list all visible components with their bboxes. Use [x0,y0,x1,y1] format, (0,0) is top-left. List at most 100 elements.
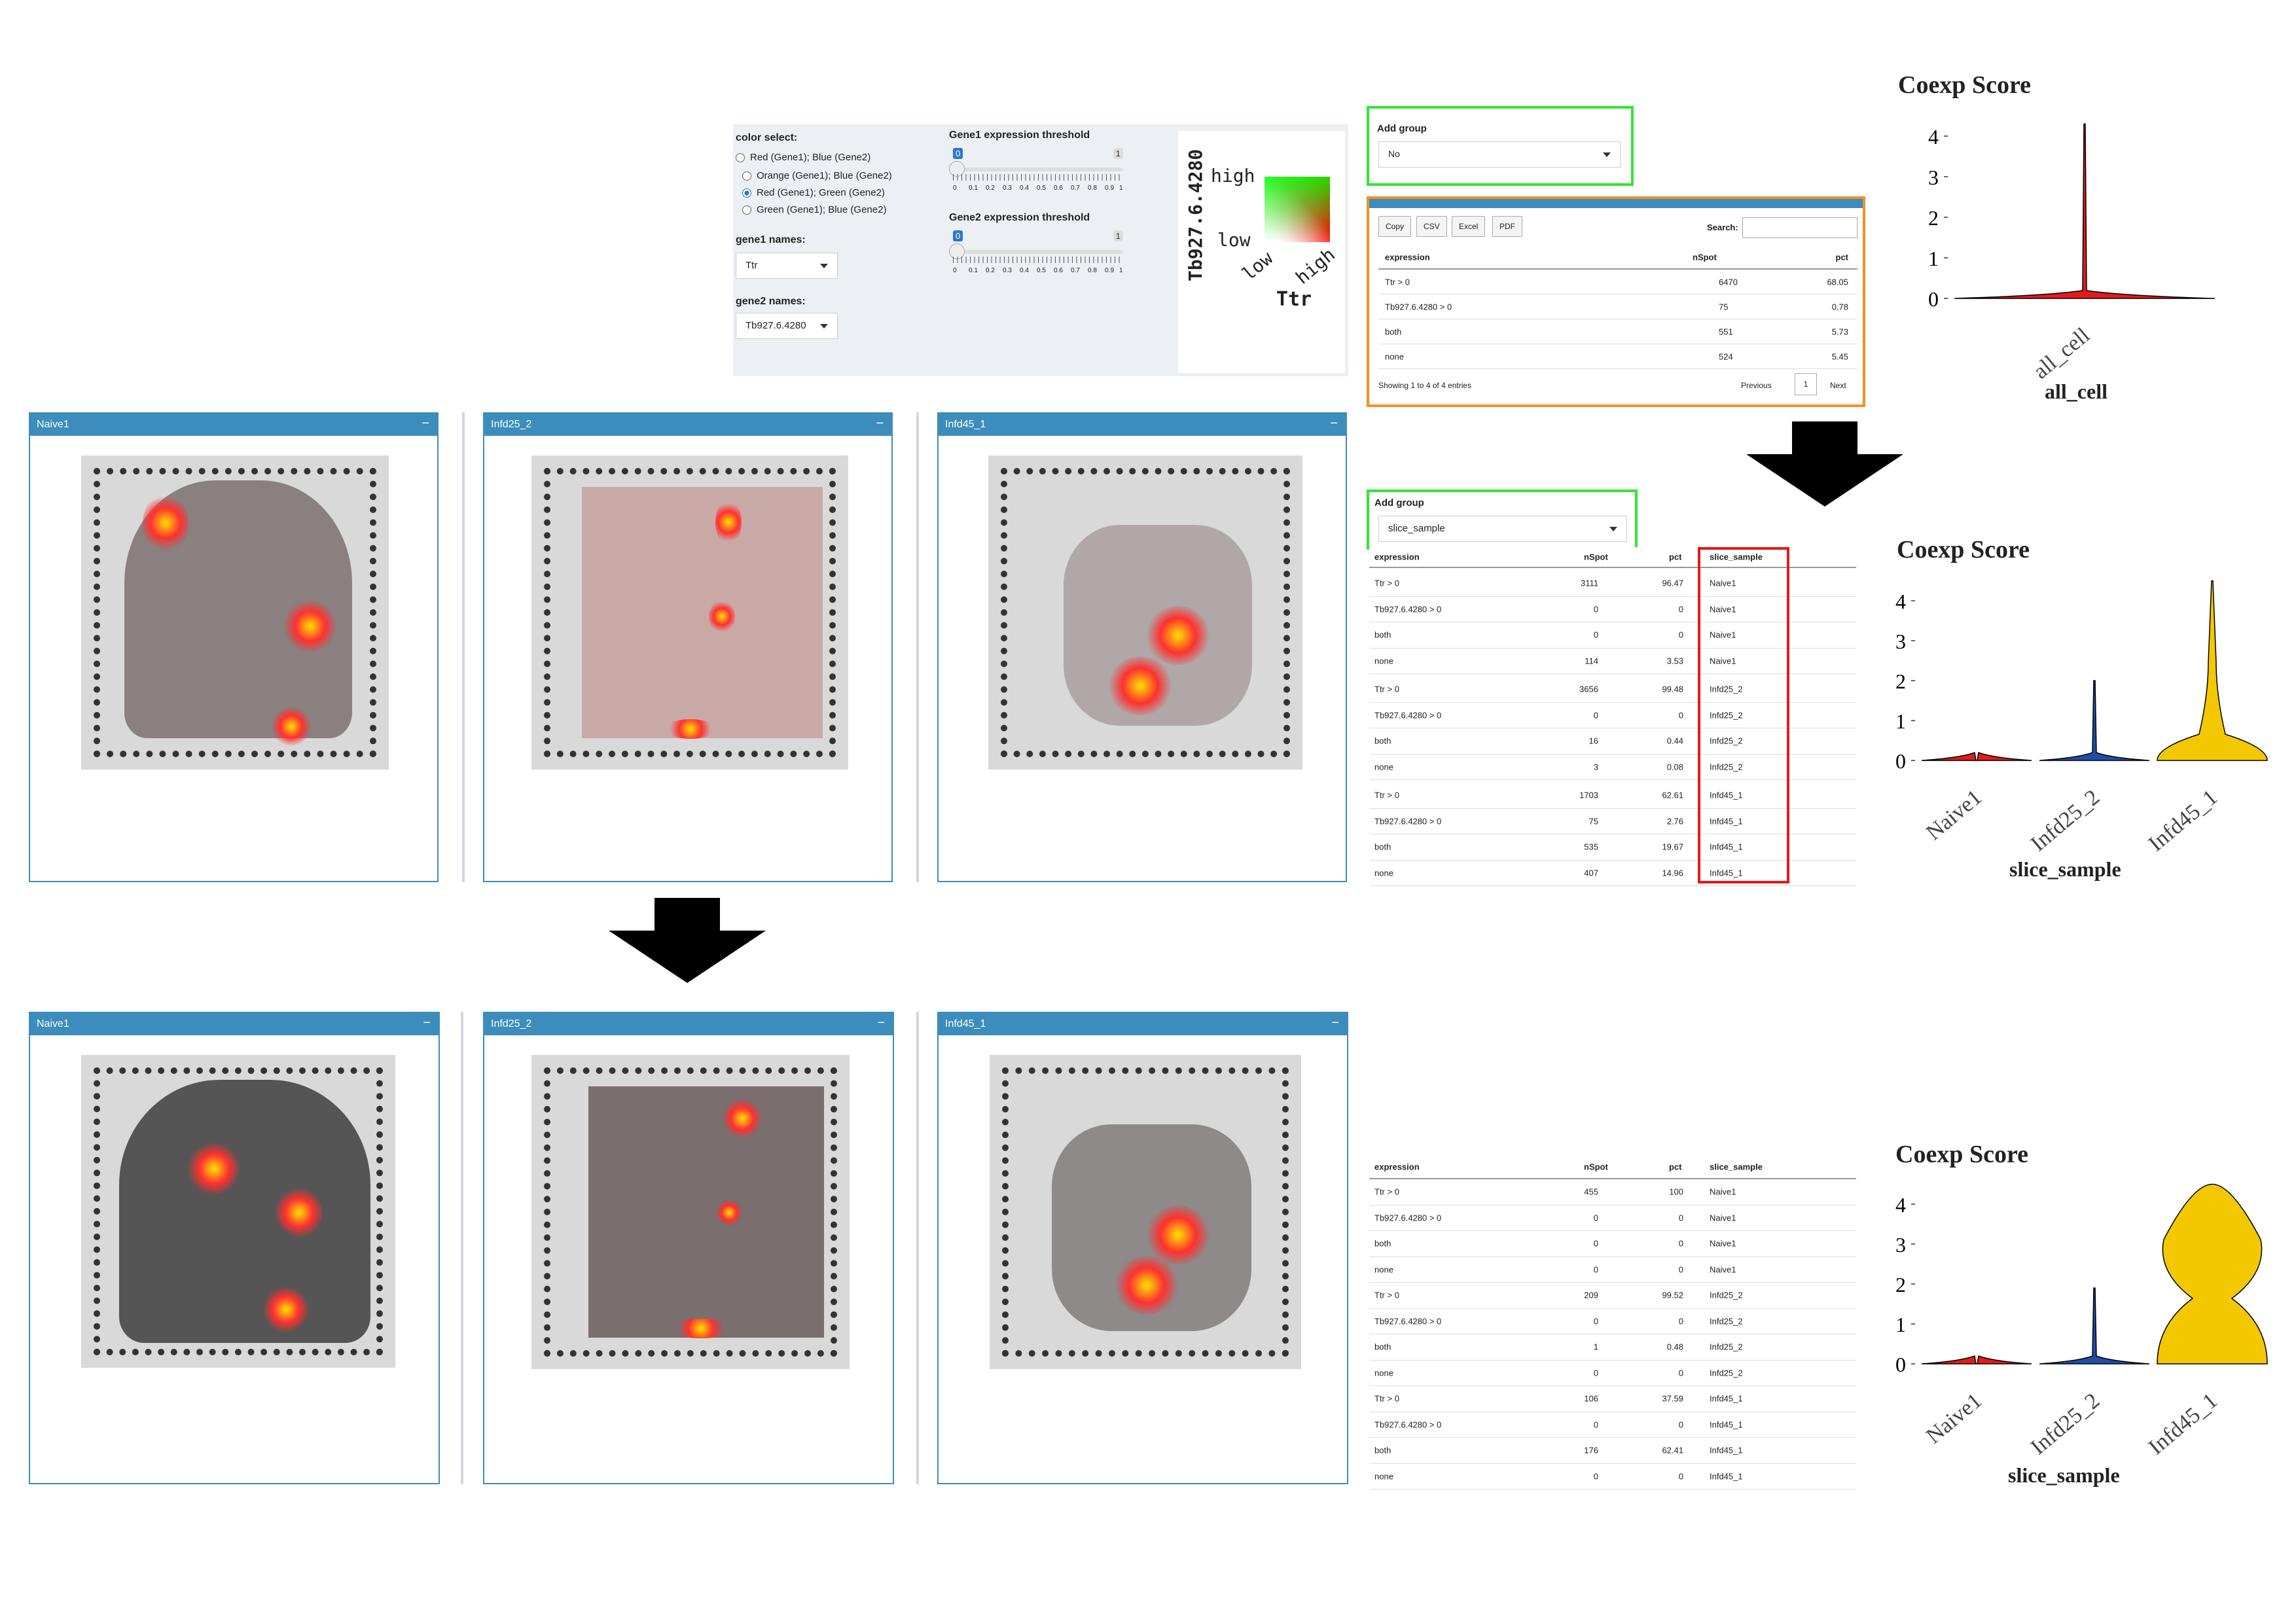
table-cell: none [1374,1368,1393,1378]
next-button[interactable]: Next [1830,381,1846,390]
color-option-3[interactable]: Green (Gene1); Blue (Gene2) [742,204,886,215]
table-cell: 106 [1584,1393,1598,1404]
slider-track[interactable] [953,168,1123,171]
slider-min-badge: 0 [953,148,963,159]
table-cell: Infd45_1 [1710,1393,1743,1404]
table-row: Ttr > 0 3656 99.48 Infd25_2 [1369,677,1856,703]
table-cell: 0 [1593,1238,1598,1249]
table-cell: 0 [1678,1213,1683,1223]
table-cell: Ttr > 0 [1374,578,1399,588]
csv-button[interactable]: CSV [1416,216,1447,237]
table-cell: 0 [1593,1419,1598,1430]
table-cell: 0 [1678,604,1683,615]
table-cell: 2.76 [1666,816,1683,827]
gene2-select[interactable]: Tb927.6.4280 [736,313,838,339]
table-cell: Tb927.6.4280 > 0 [1374,1213,1442,1223]
color-option-1[interactable]: Orange (Gene1); Blue (Gene2) [742,170,892,181]
table-row: Ttr > 0 209 99.52 Infd25_2 [1369,1283,1856,1309]
tick-label: 0.7 [1071,267,1080,274]
table-cell: Naive1 [1710,630,1736,640]
table-cell: Ttr > 0 [1374,1290,1399,1300]
table-row: none 0 0 Infd45_1 [1369,1464,1856,1489]
tick-label: 0.3 [1003,185,1012,192]
x-tick-label: Infd25_2 [2026,785,2104,856]
radio-icon[interactable] [736,152,745,162]
panel-infd25-2-top: Infd25_2− [483,412,893,882]
spatial-image [531,455,848,770]
gene2-threshold-label: Gene2 expression threshold [949,212,1090,223]
violin-chart-slice-sample: 0 1 2 3 4 Naive1 Infd25_2 Infd45_1 [1895,580,2268,856]
table-cell: Infd45_1 [1710,816,1743,827]
radio-selected-icon[interactable] [742,188,751,198]
slider-track[interactable] [953,250,1123,254]
search-input[interactable] [1742,217,1857,238]
radio-icon[interactable] [742,171,751,181]
caret-down-icon [820,324,828,329]
table-cell: Naive1 [1710,578,1736,588]
table-cell: Infd45_1 [1710,790,1743,800]
tick-label: 0.2 [986,267,995,274]
y-tick-label: 0 [1928,287,1939,311]
tick-label: 0.9 [1105,185,1114,192]
pdf-button[interactable]: PDF [1492,216,1522,237]
add-group-select[interactable]: slice_sample [1378,516,1627,542]
table-cell: Ttr > 0 [1374,684,1399,694]
table-cell: Infd25_2 [1710,736,1743,746]
legend-low-x: low [1238,247,1278,285]
minimize-icon[interactable]: − [877,1016,885,1030]
tick-label: 0.6 [1054,185,1063,192]
table-cell: 62.41 [1662,1445,1683,1455]
copy-button[interactable]: Copy [1378,216,1412,237]
table-header: expression nSpot pct [1378,246,1857,270]
panel-header: Infd45_1− [939,1013,1347,1035]
minimize-icon[interactable]: − [422,416,429,431]
table-cell: none [1374,1471,1393,1482]
table-row: Tb927.6.4280 > 0 0 0 Infd25_2 [1369,703,1856,728]
slider-max-badge: 1 [1113,230,1123,241]
table-cell: none [1374,762,1393,772]
y-tick-label: 3 [1895,630,1906,653]
coexp-color-legend: Tb927.6.4280 high low low high Ttr [1178,131,1345,373]
radio-icon[interactable] [742,205,751,215]
panel-infd45-1-top: Infd45_1− [937,412,1347,882]
minimize-icon[interactable]: − [423,1016,431,1030]
table-cell: Naive1 [1710,1213,1736,1223]
chart3-title: Coexp Score [1895,1141,2028,1168]
panel-header: Infd25_2− [484,1013,893,1035]
y-tick-label: 3 [1928,166,1939,189]
previous-button[interactable]: Previous [1741,381,1772,390]
caret-down-icon [1603,152,1611,157]
table-row: none 0 0 Naive1 [1369,1257,1856,1283]
table-cell: both [1374,736,1391,746]
violin-chart-slice-sample-filtered: 0 1 2 3 4 Naive1 Infd25_2 Infd45_1 [1895,1183,2268,1459]
excel-button[interactable]: Excel [1452,216,1486,237]
minimize-icon[interactable]: − [876,416,884,431]
tick-label: 0 [953,267,957,274]
tick-label: 0.5 [1037,267,1046,274]
gene1-select[interactable]: Ttr [736,253,838,279]
page-1-button[interactable]: 1 [1795,373,1817,395]
legend-gene2-axis: Tb927.6.4280 [1185,149,1206,281]
table-cell: 99.52 [1662,1290,1683,1300]
table-cell: Ttr > 0 [1374,1186,1399,1197]
gene1-threshold-slider[interactable]: 0 1 0 0.1 0.2 0.3 0.4 0.5 0.6 0.7 0.8 0.… [949,148,1123,192]
x-tick-label: Naive1 [1922,785,1986,845]
table-cell: 14.96 [1662,868,1683,878]
table-cell: 99.48 [1662,684,1683,694]
gene2-threshold-slider[interactable]: 0 1 0 0.1 0.2 0.3 0.4 0.5 0.6 0.7 0.8 0.… [949,230,1123,274]
table1: expression nSpot pct Ttr > 0 6470 68.05 Tb… [1378,246,1857,370]
table-row: Tb927.6.4280 > 0 75 2.76 Infd45_1 [1369,809,1856,834]
panel-header: Naive1− [30,1013,439,1035]
color-option-0[interactable]: Red (Gene1); Blue (Gene2) [736,152,870,163]
table-row: Tb927.6.4280 > 0 75 0.78 [1378,294,1857,319]
table-row: Ttr > 0 455 100 Naive1 [1369,1179,1856,1205]
add-group-select[interactable]: No [1378,141,1621,168]
table-cell: Tb927.6.4280 > 0 [1374,816,1442,827]
y-tick-label: 3 [1895,1233,1906,1257]
color-option-2[interactable]: Red (Gene1); Green (Gene2) [742,187,885,198]
minimize-icon[interactable]: − [1331,1016,1339,1030]
table-cell: 0 [1593,630,1598,640]
panel-header: Naive1− [30,414,437,436]
table-cell: 407 [1584,868,1598,878]
minimize-icon[interactable]: − [1330,416,1338,431]
